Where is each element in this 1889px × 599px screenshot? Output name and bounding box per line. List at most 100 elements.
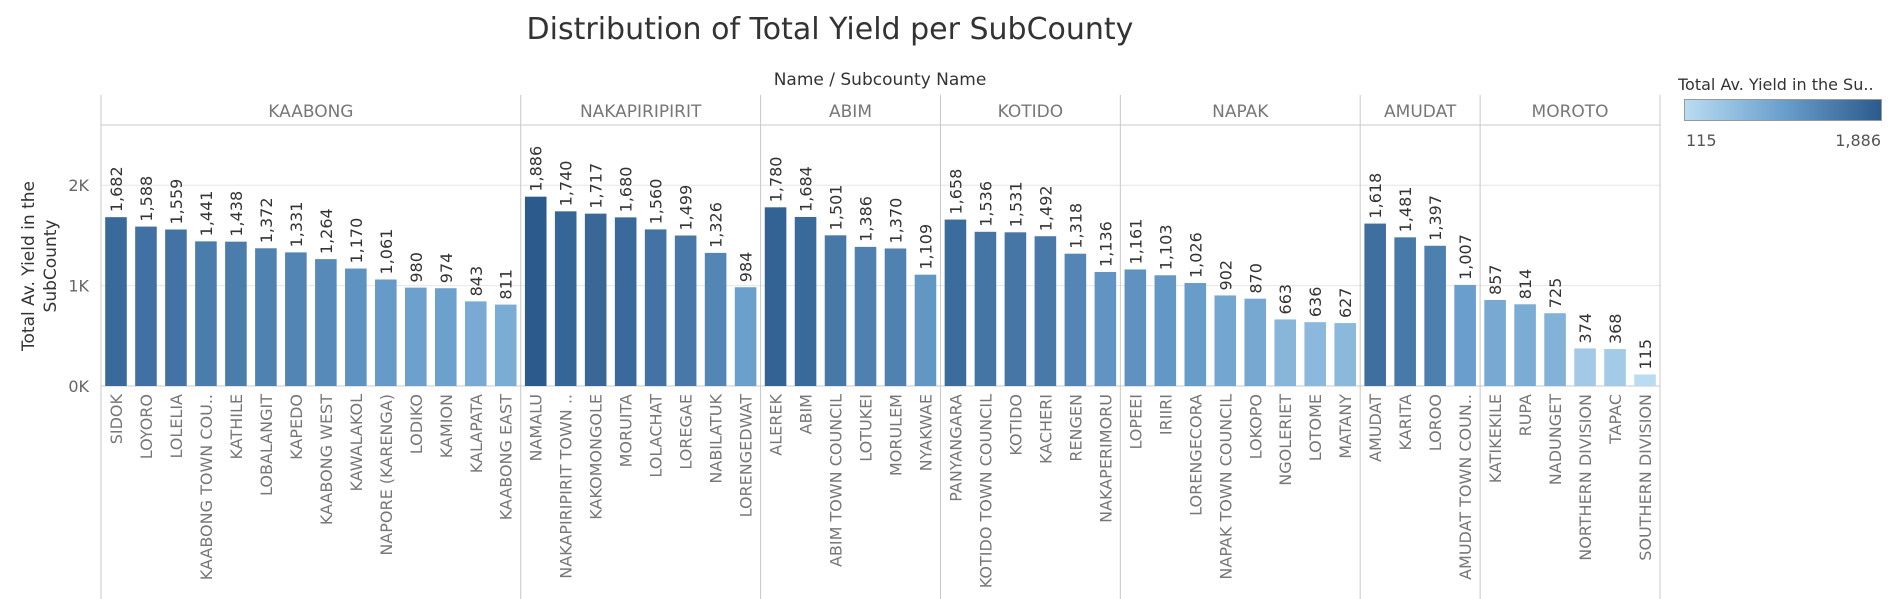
legend-min-label: 115 [1686,131,1717,150]
category-label: RUPA [1516,394,1535,436]
data-label: 814 [1516,269,1535,300]
bar [195,241,217,386]
bar [1364,223,1386,386]
data-label: 1,588 [137,176,156,222]
group-kaabong: KAABONG 1,682 SIDOK 1,588 LOYORO 1,559 LOLELIA… [105,102,517,580]
category-label: NORTHERN DIVISION [1576,394,1595,561]
category-label: RENGEN [1066,394,1085,462]
bar [794,216,817,386]
category-label: LODIKO [407,394,426,454]
data-label: 1,680 [617,167,636,213]
chart-title: Distribution of Total Yield per SubCount… [526,12,1134,47]
category-label: LOROO [1426,394,1445,451]
bar [1394,237,1416,386]
category-label: KAMION [437,394,456,458]
data-label: 725 [1546,278,1565,309]
category-label: KAPEDO [287,394,306,460]
category-label: KATHILE [227,394,246,459]
group-header: KAABONG [268,102,353,122]
data-label: 1,682 [107,166,126,212]
bar [824,235,847,386]
category-label: IRIIRI [1156,394,1175,435]
category-label: LOYORO [137,394,156,459]
bar [225,241,247,386]
data-label: 870 [1246,263,1265,294]
group-header: KOTIDO [998,102,1063,122]
bar [464,301,487,386]
data-label: 1,684 [797,166,816,212]
data-label: 1,103 [1156,224,1175,270]
category-label: LOLELIA [167,394,186,459]
bar [1484,299,1506,386]
data-label: 1,372 [257,197,276,243]
data-label: 1,492 [1036,185,1055,231]
bar [494,304,517,386]
category-label: KAABONG EAST [497,394,516,521]
category-label: NAPORE (KARENGA) [377,394,396,556]
data-label: 984 [737,252,756,283]
bar [345,268,367,386]
category-label: LOLACHAT [647,394,666,478]
data-label: 1,441 [197,191,216,237]
bar [285,252,307,386]
category-label: NAKAPERIMORU [1096,394,1115,523]
bar [764,207,787,386]
category-label: NADUNGET [1546,394,1565,485]
group-nakapiripirit: NAKAPIRIPIRIT 1,886 NAMALU 1,740 NAKAPIRIPIR… [520,95,757,599]
bar [1154,275,1177,386]
data-label: 115 [1636,339,1655,370]
category-label: KAKOMONGOLE [587,394,606,520]
bar [914,274,937,386]
legend-max-label: 1,886 [1835,131,1881,150]
group-header: NAKAPIRIPIRIT [580,102,702,122]
y-axis-ticks: 0K 1K 2K [68,176,89,396]
bar [1004,232,1027,386]
category-label: KOTIDO [1006,394,1025,456]
category-label: LOREGAE [677,394,696,470]
bar [944,219,967,386]
data-label: 1,499 [677,185,696,231]
y-tick-label: 0K [68,377,89,396]
data-label: 1,007 [1456,234,1475,280]
category-label: ALEREK [767,393,786,455]
bar [1604,349,1626,386]
bar [1184,283,1207,386]
category-label: NGOLERIET [1276,394,1295,486]
data-label: 636 [1306,287,1325,318]
data-label: 1,717 [587,163,606,209]
data-label: 974 [437,253,456,284]
data-label: 1,438 [227,191,246,237]
data-label: 843 [467,266,486,297]
data-label: 1,886 [527,146,546,192]
y-tick-label: 2K [68,176,89,195]
category-label: MORUITA [617,394,636,467]
category-label: NAKAPIRIPIRIT TOWN .. [557,394,576,579]
data-label: 1,331 [287,202,306,248]
data-label: 1,170 [347,218,366,264]
bar [584,213,607,386]
data-label: 1,264 [317,208,336,254]
legend-title: Total Av. Yield in the Su.. [1678,75,1874,94]
bar [135,226,157,386]
category-label: KAWALAKOL [347,394,366,492]
bar [674,235,697,386]
category-label: SOUTHERN DIVISION [1636,394,1655,561]
bar [165,229,187,386]
group-moroto: MOROTO 857 KATIKEKILE 814 RUPA 725 NADUNGET 374… [1479,95,1656,599]
category-label: LOKOPO [1246,394,1265,459]
data-label: 1,318 [1066,203,1085,249]
data-label: 980 [407,252,426,283]
group-amudat: AMUDAT 1,618 AMUDAT 1,481 KARITA 1,397 LOROO 1,… [1359,95,1476,599]
group-abim: ABIM 1,780 ALEREK 1,684 ABIM 1,501 ABIM TOWN C… [760,95,937,599]
data-label: 1,531 [1006,181,1025,227]
data-label: 1,559 [167,179,186,225]
legend-color-ramp [1684,99,1882,121]
bar [1124,269,1147,386]
group-header: ABIM [829,102,872,122]
bar [524,196,547,386]
category-label: LOTUKEI [857,394,876,462]
bar [405,287,427,386]
category-label: NABILATUK [707,394,726,484]
bar [854,246,877,386]
